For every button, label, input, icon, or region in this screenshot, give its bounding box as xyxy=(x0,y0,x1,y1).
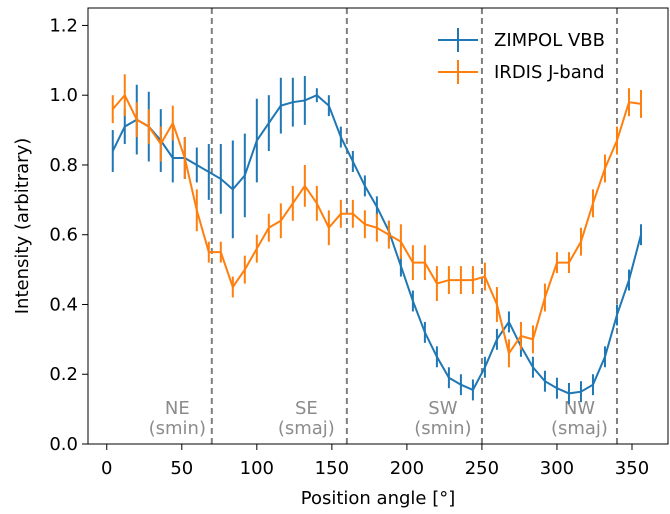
annotation: SE xyxy=(295,398,318,419)
x-tick-label: 200 xyxy=(390,458,424,479)
annotation: (smaj) xyxy=(551,418,608,439)
y-tick-label: 0.2 xyxy=(49,364,78,385)
x-tick-label: 150 xyxy=(315,458,349,479)
annotation: (smin) xyxy=(414,418,471,439)
x-tick-label: 0 xyxy=(101,458,112,479)
x-tick-label: 100 xyxy=(240,458,274,479)
y-tick-label: 0.4 xyxy=(49,294,78,315)
annotation: SW xyxy=(428,398,457,419)
plot-frame xyxy=(87,7,669,445)
legend-label: ZIMPOL VBB xyxy=(494,30,605,51)
y-tick-label: 1.0 xyxy=(49,85,78,106)
y-tick-label: 1.2 xyxy=(49,15,78,36)
y-axis-label: Intensity (arbitrary) xyxy=(12,138,33,315)
y-tick-label: 0.0 xyxy=(49,434,78,455)
annotation: NW xyxy=(564,398,595,419)
x-tick-label: 300 xyxy=(540,458,574,479)
series-line xyxy=(112,93,642,356)
x-tick-label: 50 xyxy=(170,458,193,479)
x-tick-label: 350 xyxy=(615,458,649,479)
y-tick-label: 0.6 xyxy=(49,225,78,246)
annotation: (smin) xyxy=(149,418,206,439)
x-axis-label: Position angle [°] xyxy=(301,488,456,509)
y-tick-label: 0.8 xyxy=(49,155,78,176)
annotation: NE xyxy=(165,398,190,419)
series-line xyxy=(111,94,642,395)
legend-label: IRDIS J-band xyxy=(494,62,605,83)
x-tick-label: 250 xyxy=(465,458,499,479)
annotation: (smaj) xyxy=(278,418,335,439)
